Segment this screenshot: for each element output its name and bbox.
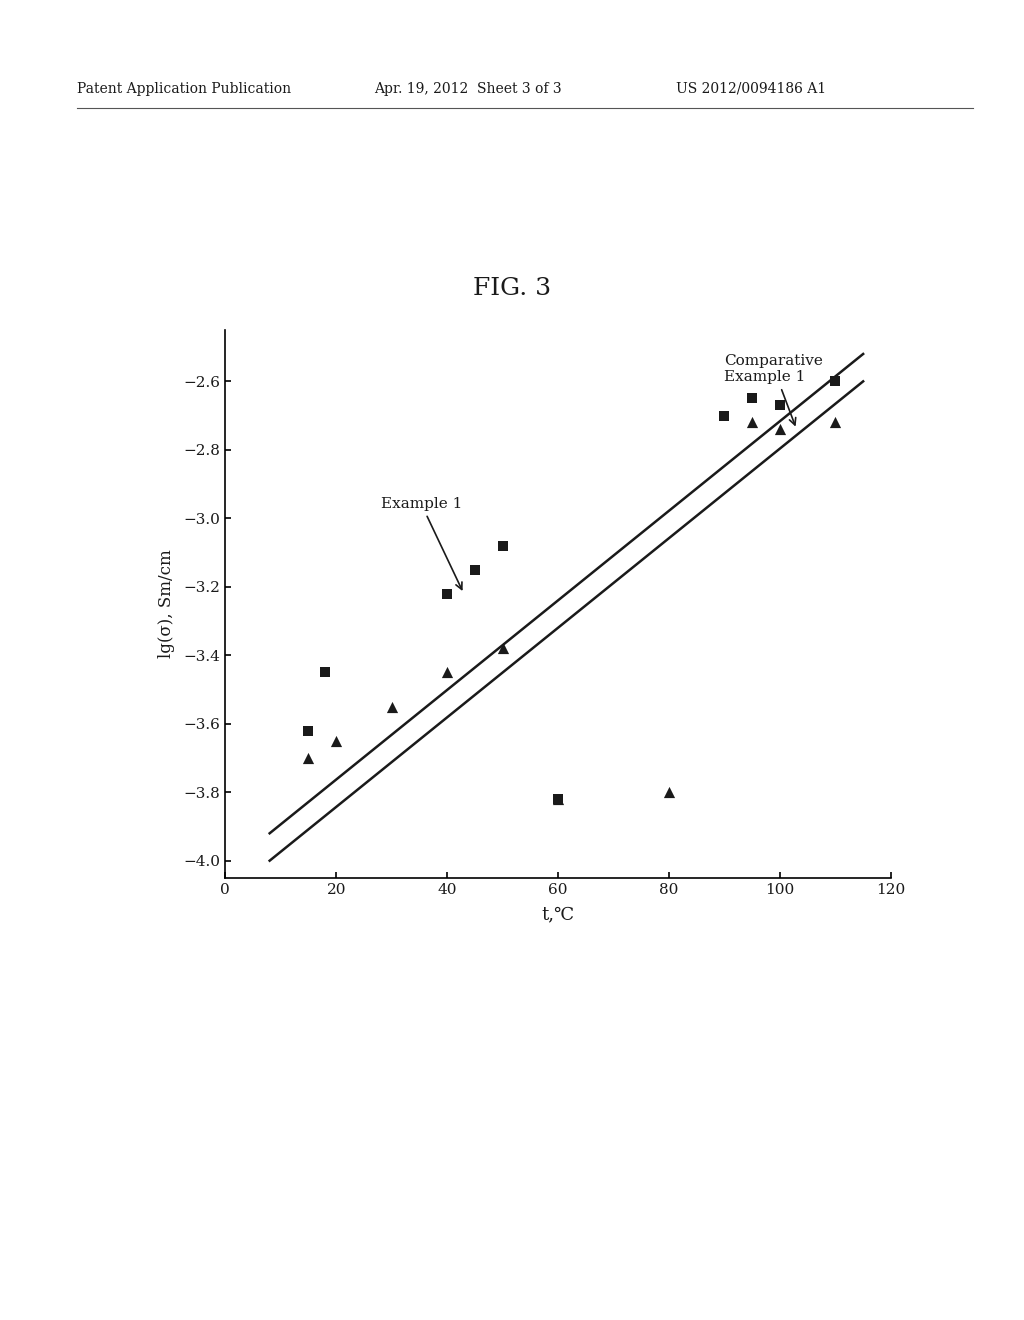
Point	[300, 719, 316, 741]
Text: Apr. 19, 2012  Sheet 3 of 3: Apr. 19, 2012 Sheet 3 of 3	[374, 82, 561, 96]
Point	[772, 418, 788, 440]
Point	[300, 747, 316, 768]
Text: Example 1: Example 1	[381, 498, 462, 590]
Point	[550, 788, 566, 809]
Point	[328, 730, 344, 751]
Point	[744, 388, 761, 409]
Text: FIG. 3: FIG. 3	[473, 277, 551, 300]
Point	[383, 696, 399, 717]
Point	[744, 412, 761, 433]
Point	[467, 560, 483, 581]
Text: US 2012/0094186 A1: US 2012/0094186 A1	[676, 82, 826, 96]
Point	[317, 661, 334, 682]
Point	[772, 395, 788, 416]
Point	[827, 412, 844, 433]
Point	[550, 788, 566, 809]
Point	[827, 371, 844, 392]
Point	[660, 781, 677, 803]
Point	[495, 535, 511, 556]
X-axis label: t,℃: t,℃	[542, 906, 574, 923]
Point	[717, 405, 733, 426]
Text: Comparative
Example 1: Comparative Example 1	[725, 354, 823, 425]
Y-axis label: lg(σ), Sm/cm: lg(σ), Sm/cm	[158, 549, 175, 659]
Text: Patent Application Publication: Patent Application Publication	[77, 82, 291, 96]
Point	[495, 638, 511, 659]
Point	[439, 661, 456, 682]
Point	[439, 583, 456, 605]
